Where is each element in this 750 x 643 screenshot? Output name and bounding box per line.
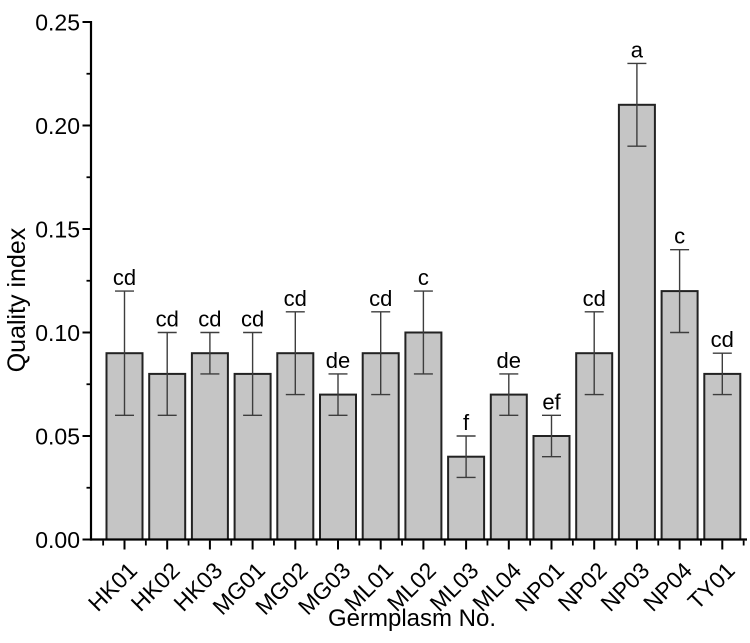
x-tick-label: NP01 — [510, 557, 569, 616]
bar-TY01 — [703, 372, 742, 541]
sig-letter: a — [631, 37, 644, 62]
x-tick-label: HK02 — [126, 557, 185, 616]
bar-ML04 — [489, 393, 528, 541]
sig-letter: cd — [284, 286, 307, 311]
y-tick-label: 0.00 — [35, 527, 80, 553]
x-tick-label: NP02 — [553, 557, 612, 616]
y-axis-title: Quality index — [3, 227, 31, 372]
sig-letter: cd — [369, 286, 392, 311]
sig-letter: cd — [198, 307, 221, 332]
sig-letter: cd — [156, 307, 179, 332]
sig-letter: cd — [241, 307, 264, 332]
sig-letter: de — [326, 348, 350, 373]
y-tick-label: 0.25 — [35, 10, 80, 36]
bar-NP03 — [617, 103, 656, 541]
sig-letter: f — [463, 410, 470, 435]
sig-letter: cd — [711, 327, 734, 352]
sig-letter: c — [418, 265, 429, 290]
sig-letter: cd — [583, 286, 606, 311]
bar-HK03 — [190, 352, 229, 541]
sig-letter: de — [497, 348, 521, 373]
y-tick-label: 0.05 — [35, 424, 80, 450]
bar-MG03 — [319, 393, 357, 541]
x-tick-label: NP04 — [638, 557, 697, 616]
x-axis-title: Germplasm No. — [328, 605, 496, 632]
y-tick-label: 0.20 — [35, 113, 80, 139]
sig-letter: ef — [542, 389, 561, 414]
sig-letter: cd — [113, 265, 136, 290]
x-tick-label: TY01 — [683, 557, 740, 614]
sig-letter: c — [674, 224, 685, 249]
x-tick-label: HK01 — [83, 557, 142, 616]
y-tick-label: 0.15 — [35, 217, 80, 243]
y-tick-label: 0.10 — [35, 320, 80, 346]
x-tick-label: NP03 — [595, 557, 654, 616]
